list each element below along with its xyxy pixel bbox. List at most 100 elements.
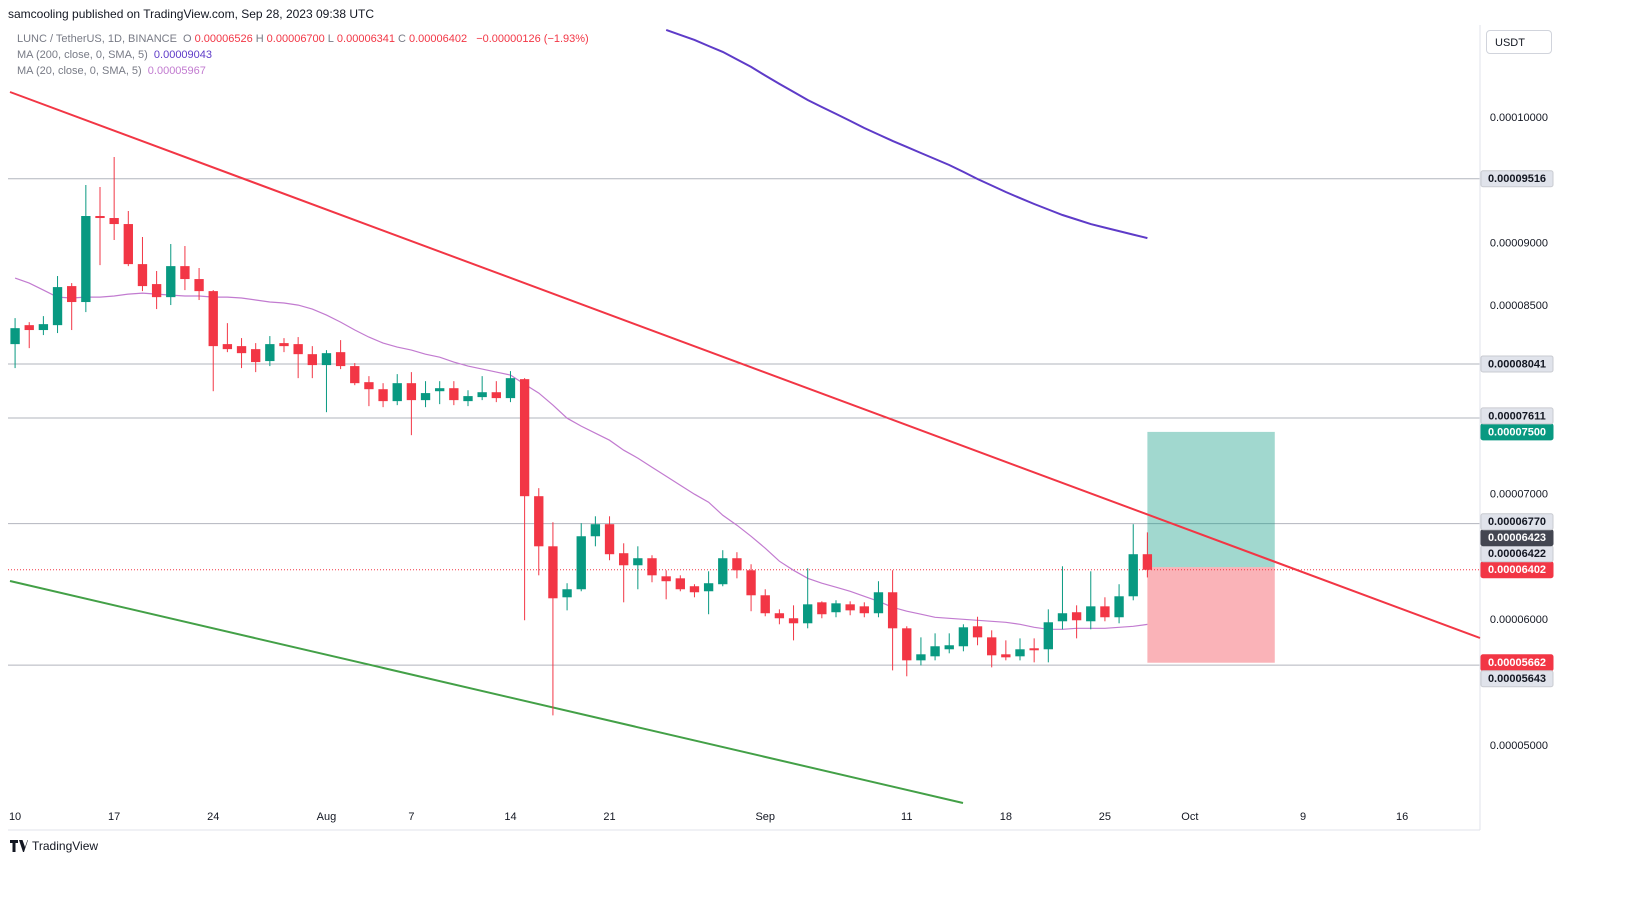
candle-body (831, 603, 841, 613)
candle-body (1001, 654, 1011, 658)
candle-body (378, 389, 388, 402)
candle-body (661, 576, 671, 582)
candle-body (477, 392, 487, 398)
y-tick-label: 0.00005000 (1490, 740, 1548, 752)
candle-body (251, 349, 261, 363)
price-tag-label: 0.00006423 (1488, 532, 1546, 544)
footer: TradingView (10, 839, 98, 853)
candle-body (81, 216, 91, 303)
candle-body (803, 604, 813, 624)
ohlc-value: 0.00006526 (194, 33, 253, 45)
price-tag (1480, 170, 1554, 188)
candle-body (548, 546, 558, 599)
x-tick-label: 21 (603, 811, 615, 823)
ma-legend[interactable]: MA (20, close, 0, SMA, 5) 0.00005967 (17, 65, 209, 77)
candle-body (491, 392, 501, 399)
position-layer (1147, 431, 1275, 663)
price-tag-label: 0.00006770 (1488, 516, 1546, 528)
logo (10, 840, 28, 852)
ma-name: MA (200, close, 0, SMA, 5) (17, 49, 148, 61)
candle-body (10, 328, 20, 345)
candle-body (675, 578, 685, 590)
candle-body (123, 224, 133, 265)
candle-body (307, 354, 317, 366)
x-tick-label: 11 (901, 811, 912, 823)
candle-body (52, 287, 63, 326)
candle-body (151, 284, 162, 298)
symbol[interactable]: LUNC / TetherUS, 1D, BINANCE (17, 33, 177, 45)
candle-body (293, 344, 303, 355)
candle-body (435, 388, 445, 392)
axis-layer: 0.00010000 0.00009000 0.00008500 0.00007000… (9, 112, 1548, 823)
x-tick-label: 24 (207, 811, 219, 823)
candle-body (38, 324, 49, 331)
candle-body (194, 279, 204, 292)
candle-body (1100, 606, 1110, 618)
ohlc-key: C (398, 33, 406, 45)
price-tag (1480, 407, 1554, 425)
candle-body (619, 553, 629, 566)
ma-line (665, 28, 1148, 240)
candle-body (1071, 612, 1082, 621)
candle-body (746, 570, 756, 596)
x-tick-label: 18 (1000, 811, 1012, 823)
candle-body (335, 352, 346, 367)
candle-body (845, 604, 855, 611)
candle-body (109, 218, 119, 225)
candle-body (703, 583, 714, 592)
candles-layer (10, 156, 1153, 716)
candle-body (760, 595, 770, 614)
ohlc-key: H (255, 33, 264, 45)
candle-body (463, 396, 473, 402)
candle-body (562, 589, 572, 598)
x-tick-label: 16 (1396, 811, 1408, 823)
candle-body (718, 558, 728, 585)
candle-body (590, 524, 601, 537)
ohlc-key: O (183, 33, 192, 45)
candle-body (392, 383, 402, 402)
trendline[interactable] (9, 91, 1481, 639)
y-tick-label: 0.00009000 (1490, 237, 1548, 249)
symbol-legend: LUNC / TetherUS, 1D, BINANCE O 0.00006526… (17, 33, 592, 45)
candle-body (505, 378, 516, 399)
candle-body (576, 536, 586, 590)
candle-body (689, 586, 700, 593)
candle-body (1142, 554, 1153, 570)
x-tick-label: 10 (9, 811, 21, 823)
candle-body (916, 654, 926, 661)
price-tag (1480, 670, 1554, 688)
candle-body (987, 637, 997, 656)
currency-button[interactable]: USDT (1486, 30, 1552, 54)
candle-body (774, 613, 785, 619)
candle-body (944, 645, 954, 650)
ohlc-value: 0.00006341 (336, 33, 396, 45)
publish-info: samcooling published on TradingView.com,… (8, 7, 375, 21)
tags-layer: 0.00006402 0.00005662 0.00006422 0.00006423… (1480, 170, 1554, 688)
x-tick-label: Aug (317, 811, 337, 823)
candle-body (633, 558, 643, 566)
candle-body (604, 524, 615, 555)
ohlc-value: 0.00006402 (409, 33, 468, 45)
y-tick-label: 0.00010000 (1490, 112, 1548, 124)
candle-body (350, 366, 360, 384)
ma-legend[interactable]: MA (200, close, 0, SMA, 5) 0.00009043 (17, 49, 215, 61)
trendline[interactable] (9, 580, 964, 804)
candle-body (321, 353, 332, 366)
candle-body (406, 383, 417, 401)
ma-value: 0.00005967 (147, 65, 206, 77)
y-tick-label: 0.00007000 (1490, 489, 1548, 501)
target-zone (1147, 431, 1275, 568)
ohlc-key: L (327, 33, 334, 45)
y-tick-label: 0.00006000 (1490, 614, 1548, 626)
ma-layer (14, 28, 1148, 630)
candle-body (95, 216, 105, 219)
candle-body (1029, 648, 1039, 651)
candle-body (534, 496, 544, 547)
x-tick-label: 25 (1099, 811, 1111, 823)
price-tag-label: 0.00007500 (1488, 426, 1546, 438)
x-tick-label: Sep (755, 811, 775, 823)
x-tick-label: 9 (1300, 811, 1306, 823)
candle-body (420, 393, 431, 401)
